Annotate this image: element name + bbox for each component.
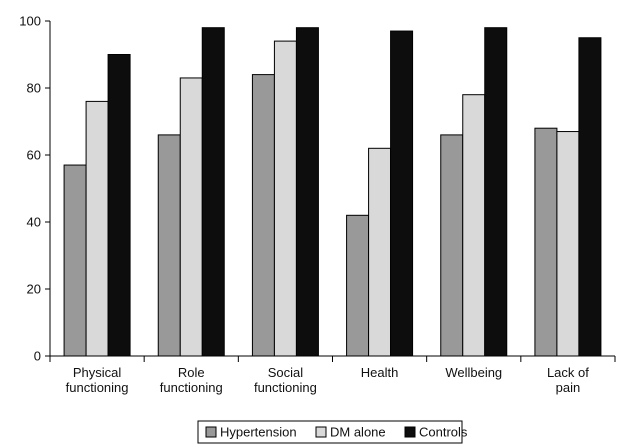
y-tick-label: 20 — [27, 282, 41, 297]
legend: Hypertension DM alone Controls — [197, 420, 468, 444]
y-axis: 0 20 40 60 80 100 — [19, 14, 51, 364]
legend-swatch-controls — [404, 426, 416, 438]
bar-controls — [295, 27, 319, 357]
legend-label: Controls — [419, 425, 468, 440]
bar-hypertension — [251, 74, 275, 357]
bar-controls — [578, 37, 602, 357]
x-tick-label-line: functioning — [66, 380, 129, 395]
bars — [63, 27, 602, 357]
x-tick-label-line: Health — [361, 365, 399, 380]
x-tick-label: Lack of pain — [547, 365, 589, 395]
legend-swatch-dm-alone — [315, 426, 327, 438]
legend-label: DM alone — [330, 425, 386, 440]
bar-controls — [484, 27, 508, 357]
legend-swatch-hypertension — [205, 426, 217, 438]
bar-dm-alone — [273, 40, 297, 357]
bar-controls — [201, 27, 225, 357]
bar-dm-alone — [368, 147, 392, 357]
x-tick-label: Physical functioning — [66, 365, 129, 395]
y-tick-label: 40 — [27, 215, 41, 230]
y-tick-label: 80 — [27, 81, 41, 96]
bar-hypertension — [534, 127, 558, 357]
x-tick-label-line: pain — [556, 380, 581, 395]
bar-hypertension — [63, 164, 87, 357]
legend-box — [197, 420, 463, 444]
bar-controls — [107, 54, 131, 357]
x-tick-label-line: Physical — [73, 365, 122, 380]
x-tick-label-line: functioning — [160, 380, 223, 395]
x-tick-label: Wellbeing — [445, 365, 502, 380]
bar-hypertension — [440, 134, 464, 357]
bar-dm-alone — [462, 94, 486, 357]
bar-dm-alone — [85, 100, 109, 357]
x-tick-label: Role functioning — [160, 365, 223, 395]
x-tick-label-line: Role — [178, 365, 205, 380]
x-tick-label-line: Lack of — [547, 365, 589, 380]
x-tick-label: Health — [361, 365, 399, 380]
x-tick-label-line: Wellbeing — [445, 365, 502, 380]
x-tick-label: Social functioning — [254, 365, 317, 395]
y-tick-label: 100 — [19, 14, 41, 29]
x-tick-label-line: functioning — [254, 380, 317, 395]
y-tick-label: 0 — [34, 349, 41, 364]
x-tick-label-line: Social — [268, 365, 304, 380]
bar-hypertension — [346, 214, 370, 357]
bar-hypertension — [157, 134, 181, 357]
bar-dm-alone — [556, 131, 580, 357]
legend-label: Hypertension — [220, 425, 297, 440]
y-tick-label: 60 — [27, 148, 41, 163]
bar-dm-alone — [179, 77, 203, 357]
bar-controls — [390, 30, 414, 357]
